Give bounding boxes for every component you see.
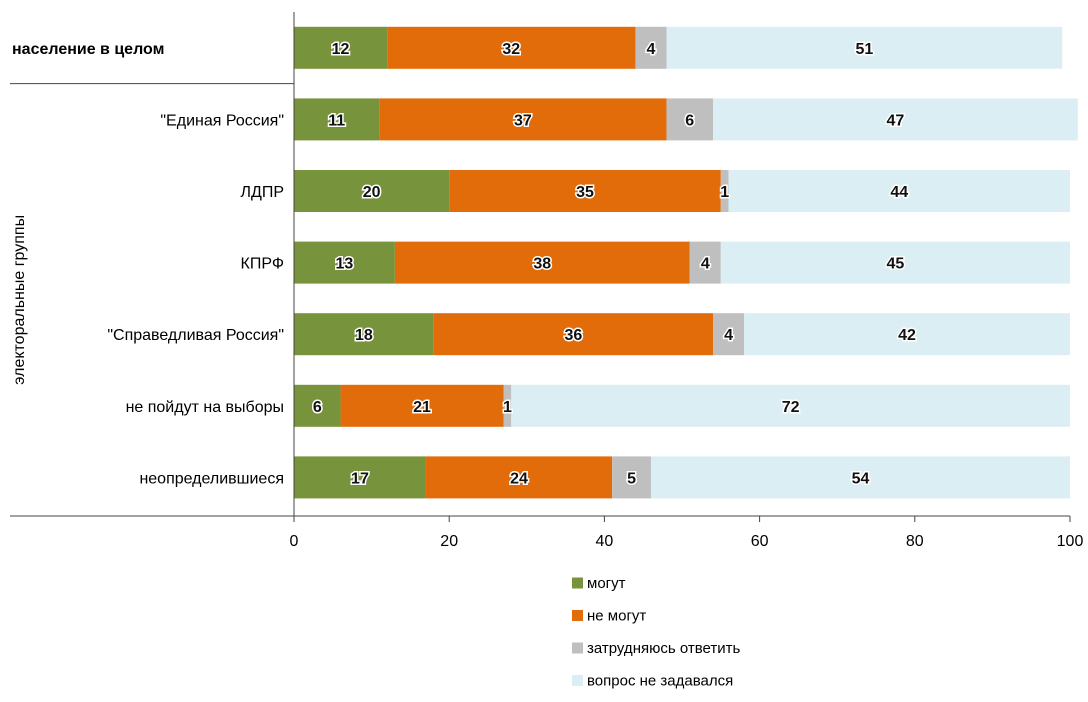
data-label: 35 [576,184,594,201]
bar-segment [744,313,1070,356]
bar-segment [294,313,434,356]
data-label: 12 [332,41,350,58]
data-label: 47 [887,112,905,129]
x-tick-label: 0 [290,533,299,550]
bar-segment [340,384,504,427]
bar-segment [294,98,380,141]
bar-segment [713,313,745,356]
bar-segment [294,170,450,212]
bar-segment [294,241,395,284]
bar-segment [425,456,613,499]
category-label: ЛДПР [240,184,284,201]
data-label: 6 [685,112,694,129]
data-label: 17 [351,470,369,487]
data-label: 11 [328,112,345,129]
data-label: 44 [890,184,908,201]
legend-label: могут [587,575,626,592]
data-label: 32 [502,41,520,58]
data-label: 51 [855,41,873,58]
data-label: 4 [724,327,733,344]
data-label: 1 [503,399,512,416]
category-label: население в целом [12,41,164,58]
bar-segment [449,170,721,212]
data-label: 4 [701,256,710,273]
bar-segment [689,241,721,284]
data-label: 45 [887,256,905,273]
bar-segment [720,170,729,212]
bar-segment [379,98,667,141]
data-label: 6 [313,399,322,416]
data-label: 4 [647,41,656,58]
data-label: 20 [363,184,381,201]
x-tick-label: 20 [440,533,458,550]
bar-segment [294,26,388,69]
data-label: 54 [852,470,870,487]
bar-segment [666,98,714,141]
legend-swatch [572,577,583,589]
x-tick-label: 40 [596,533,614,550]
x-tick-label: 80 [906,533,924,550]
legend-label: затрудняюсь ответить [587,640,740,657]
legend-swatch [572,642,583,654]
bar-segment [666,26,1063,69]
bar-segment [635,26,667,69]
bar-segment [511,384,1070,427]
x-tick-label: 100 [1057,533,1084,550]
category-label: не пойдут на выборы [126,399,284,416]
bar-segment [612,456,651,499]
bar-segment [503,384,512,427]
x-tick-label: 60 [751,533,769,550]
data-label: 42 [898,327,916,344]
bar-segment [713,98,1078,141]
category-label: неопределившиеся [139,470,284,487]
data-label: 1 [720,184,729,201]
y-axis-title: электоральные группы [11,215,28,385]
data-label: 37 [514,112,532,129]
data-label: 18 [355,327,373,344]
legend-swatch [572,610,583,621]
category-label: "Справедливая Россия" [107,327,284,344]
data-label: 5 [627,470,636,487]
legend-label: вопрос не задавался [587,673,733,690]
legend-label: не могут [587,608,646,625]
bar-segment [294,384,341,427]
data-label: 13 [336,256,354,273]
data-label: 72 [782,399,800,416]
bar-segment [433,313,714,356]
data-label: 36 [564,327,582,344]
category-label: "Единая Россия" [160,112,284,129]
data-label: 38 [533,256,551,273]
bar-segment [650,456,1070,499]
data-label: 24 [510,470,528,487]
legend-swatch [572,675,583,686]
bar-segment [720,241,1070,284]
data-label: 21 [413,399,431,416]
category-label: КПРФ [241,256,284,273]
bar-segment [728,170,1070,212]
bar-segment [394,241,690,284]
bar-segment [387,26,636,69]
bar-segment [294,456,426,499]
